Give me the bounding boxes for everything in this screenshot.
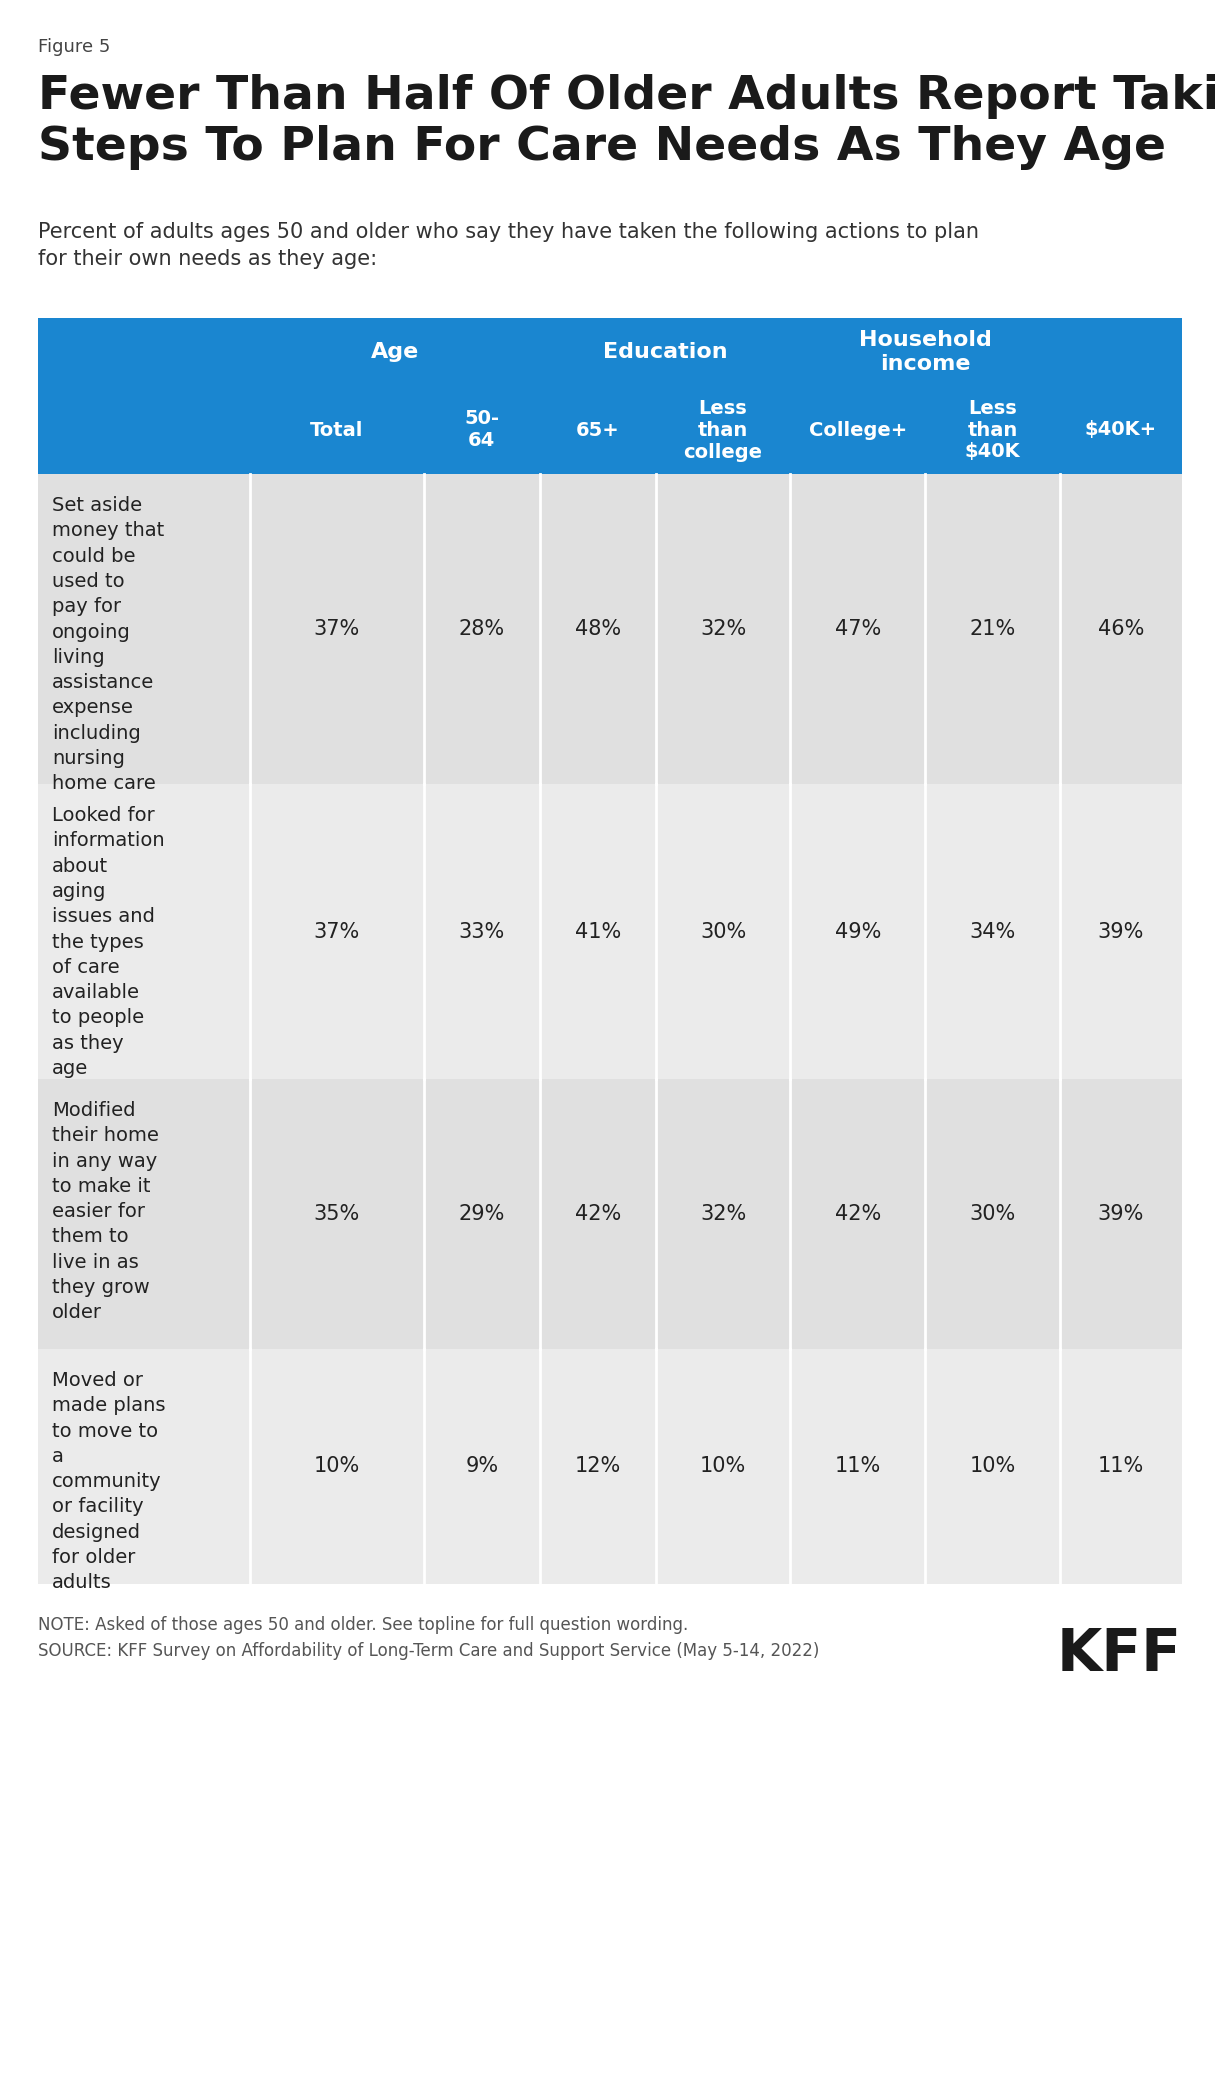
Text: 33%: 33% bbox=[459, 922, 505, 941]
Text: NOTE: Asked of those ages 50 and older. See topline for full question wording.: NOTE: Asked of those ages 50 and older. … bbox=[38, 1616, 688, 1635]
Text: 65+: 65+ bbox=[576, 421, 620, 440]
Text: 48%: 48% bbox=[575, 618, 621, 639]
Text: 39%: 39% bbox=[1098, 1203, 1144, 1224]
Text: 35%: 35% bbox=[314, 1203, 360, 1224]
Text: SOURCE: KFF Survey on Affordability of Long-Term Care and Support Service (May 5: SOURCE: KFF Survey on Affordability of L… bbox=[38, 1641, 820, 1660]
Text: 37%: 37% bbox=[314, 922, 360, 941]
Text: Less
than
college: Less than college bbox=[683, 398, 762, 461]
Text: Percent of adults ages 50 and older who say they have taken the following action: Percent of adults ages 50 and older who … bbox=[38, 222, 978, 268]
Text: 28%: 28% bbox=[459, 618, 505, 639]
Text: 11%: 11% bbox=[1098, 1457, 1144, 1476]
Text: $40K+: $40K+ bbox=[1085, 421, 1157, 440]
Text: 42%: 42% bbox=[575, 1203, 621, 1224]
Text: Education: Education bbox=[603, 342, 727, 363]
Text: 11%: 11% bbox=[834, 1457, 881, 1476]
Text: 30%: 30% bbox=[700, 922, 747, 941]
Text: 10%: 10% bbox=[970, 1457, 1015, 1476]
Text: 10%: 10% bbox=[700, 1457, 747, 1476]
Text: Modified
their home
in any way
to make it
easier for
them to
live in as
they gro: Modified their home in any way to make i… bbox=[52, 1100, 159, 1323]
Text: 32%: 32% bbox=[700, 1203, 747, 1224]
Text: KFF: KFF bbox=[1057, 1626, 1182, 1683]
Text: Total: Total bbox=[310, 421, 364, 440]
Text: Set aside
money that
could be
used to
pay for
ongoing
living
assistance
expense
: Set aside money that could be used to pa… bbox=[52, 497, 165, 792]
Text: 39%: 39% bbox=[1098, 922, 1144, 941]
Text: 49%: 49% bbox=[834, 922, 881, 941]
Text: Fewer Than Half Of Older Adults Report Taking
Steps To Plan For Care Needs As Th: Fewer Than Half Of Older Adults Report T… bbox=[38, 73, 1220, 170]
Text: 46%: 46% bbox=[1098, 618, 1144, 639]
Text: 41%: 41% bbox=[575, 922, 621, 941]
Bar bbox=[38, 1079, 1182, 1350]
Bar bbox=[38, 319, 1182, 474]
Text: Less
than
$40K: Less than $40K bbox=[965, 398, 1020, 461]
Text: 12%: 12% bbox=[575, 1457, 621, 1476]
Bar bbox=[38, 474, 1182, 784]
Text: 10%: 10% bbox=[314, 1457, 360, 1476]
Text: College+: College+ bbox=[809, 421, 906, 440]
Text: Moved or
made plans
to move to
a
community
or facility
designed
for older
adults: Moved or made plans to move to a communi… bbox=[52, 1371, 166, 1593]
Text: Household
income: Household income bbox=[859, 331, 992, 373]
Text: 30%: 30% bbox=[970, 1203, 1015, 1224]
Text: 47%: 47% bbox=[834, 618, 881, 639]
Text: 9%: 9% bbox=[465, 1457, 498, 1476]
Text: 21%: 21% bbox=[970, 618, 1015, 639]
Text: Figure 5: Figure 5 bbox=[38, 38, 110, 57]
Text: 50-
64: 50- 64 bbox=[464, 409, 499, 451]
Text: 32%: 32% bbox=[700, 618, 747, 639]
Text: Age: Age bbox=[371, 342, 418, 363]
Bar bbox=[38, 1350, 1182, 1585]
Text: 42%: 42% bbox=[834, 1203, 881, 1224]
Text: 34%: 34% bbox=[970, 922, 1015, 941]
Text: 29%: 29% bbox=[459, 1203, 505, 1224]
Text: 37%: 37% bbox=[314, 618, 360, 639]
Bar bbox=[38, 784, 1182, 1079]
Text: Looked for
information
about
aging
issues and
the types
of care
available
to peo: Looked for information about aging issue… bbox=[52, 807, 165, 1077]
